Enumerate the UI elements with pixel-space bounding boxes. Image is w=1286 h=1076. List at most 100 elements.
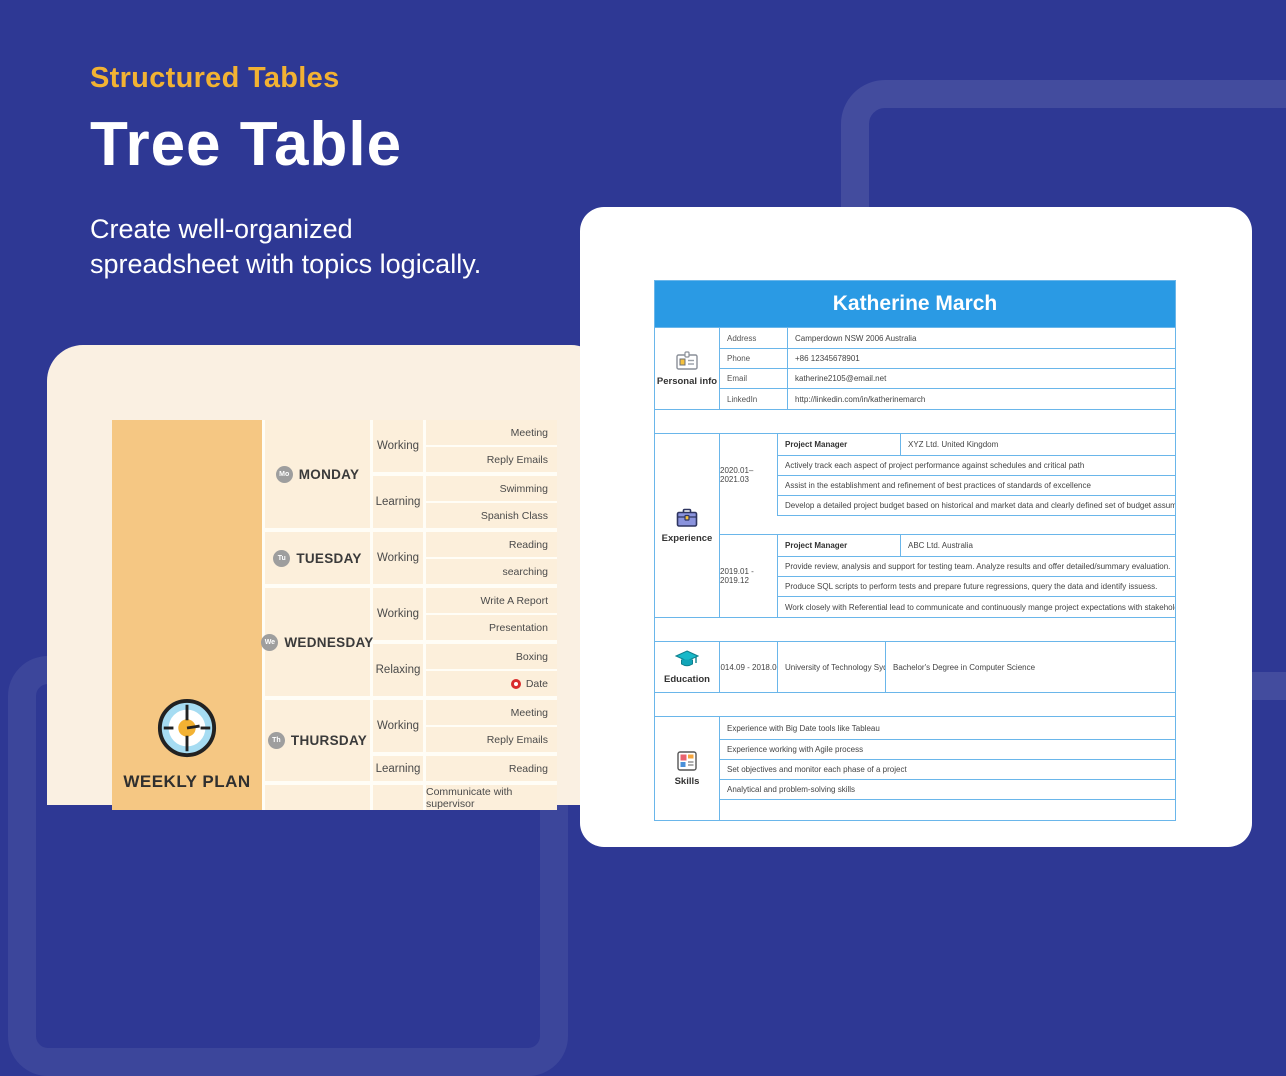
graduation-cap-icon [675, 649, 699, 669]
weekly-plan-card: WEEKLY PLAN Mo MONDAY Working Meeting Re… [47, 345, 607, 810]
day-badge-icon: Mo [275, 465, 293, 483]
task-cell: Write A Report [426, 588, 557, 613]
job-bullet-cell: Actively track each aspect of project pe… [785, 461, 1085, 470]
task-cell: Reply Emails [426, 727, 557, 752]
day-block-thursday: Th THURSDAY Working Meeting Reply Emails… [265, 700, 557, 781]
job-bullet-cell: Work closely with Referential lead to co… [785, 602, 1175, 612]
clock-icon [156, 697, 218, 759]
task-cell: searching [426, 559, 557, 584]
task-cell: Swimming [426, 476, 557, 501]
field-label-cell: Address [720, 328, 788, 348]
task-cell: Meeting [426, 420, 557, 445]
day-cell: Mo MONDAY [265, 420, 370, 528]
skills-grid-icon [677, 750, 697, 771]
section-label: Experience [661, 532, 713, 544]
job-company-cell: ABC Ltd. Australia [908, 541, 973, 550]
task-cell: Reply Emails [426, 447, 557, 472]
background: { "hero": { "eyebrow": "Structured Table… [8, 62, 1286, 1076]
education-school-cell: University of Technology Sydney [778, 642, 886, 692]
category-cell: Relaxing [373, 644, 423, 696]
job-period-cell: 2020.01– 2021.03 [720, 434, 778, 516]
experience-header-cell: Experience [655, 434, 720, 617]
hero: Structured Tables Tree Table Create well… [90, 62, 481, 282]
day-badge-icon: Tu [273, 549, 291, 567]
job-bullet-cell: Assist in the establishment and refineme… [785, 481, 1091, 490]
section-label: Education [664, 674, 710, 685]
education-degree-cell: Bachelor's Degree in Computer Science [893, 662, 1036, 672]
category-cell: Working [373, 420, 423, 472]
spacer-row [720, 516, 1175, 535]
task-cell: Communicate with supervisor [426, 785, 557, 810]
page-title: Tree Table [90, 110, 403, 179]
hero-subtitle-line: spreadsheet with topics logically. [90, 249, 482, 280]
job-block: 2020.01– 2021.03 Project Manager XYZ Ltd… [720, 434, 1175, 516]
category-cell: Learning [373, 756, 423, 781]
day-badge-icon: We [261, 633, 279, 651]
hero-subtitle-line: Create well-organized [90, 214, 353, 244]
field-value-cell: http://linkedin.com/in/katherinemarch [795, 394, 926, 404]
job-title-cell: Project Manager [778, 535, 901, 556]
job-company-cell: XYZ Ltd. United Kingdom [908, 440, 999, 449]
day-label: THURSDAY [290, 733, 368, 748]
day-block-partial: Communicate with supervisor [265, 785, 557, 810]
job-period-cell: 2019.01 - 2019.12 [720, 535, 778, 617]
day-label: WEDNESDAY [284, 634, 374, 650]
section-label: Personal info [656, 375, 718, 387]
weekly-plan-column: WEEKLY PLAN [112, 420, 262, 810]
day-cell: We WEDNESDAY [261, 588, 374, 696]
resume-card: Katherine March Personal info Addres [580, 207, 1252, 847]
job-bullet-cell: Produce SQL scripts to perform tests and… [785, 582, 1158, 591]
weekly-plan-table: WEEKLY PLAN Mo MONDAY Working Meeting Re… [112, 420, 557, 810]
job-title-cell: Project Manager [778, 434, 901, 455]
section-skills: Skills Experience with Big Date tools li… [655, 717, 1175, 820]
category-cell: Working [373, 700, 423, 752]
task-cell: Reading [426, 532, 557, 557]
spacer-row [655, 618, 1175, 642]
personal-info-header-cell: Personal info [655, 328, 720, 409]
task-cell: Reading [426, 756, 557, 781]
briefcase-icon [676, 508, 698, 528]
resume-name-header: Katherine March [655, 281, 1175, 328]
day-cell: Th THURSDAY [265, 700, 370, 781]
category-cell: Learning [373, 476, 423, 528]
category-cell [373, 785, 423, 810]
hero-eyebrow: Structured Tables [90, 62, 340, 94]
category-cell: Working [373, 532, 423, 584]
day-block-monday: Mo MONDAY Working Meeting Reply Emails L… [265, 420, 557, 528]
weekly-plan-title: WEEKLY PLAN [123, 772, 251, 791]
field-label-cell: LinkedIn [720, 389, 788, 409]
section-label: Skills [674, 775, 700, 787]
task-cell: Boxing [426, 644, 557, 669]
category-cell: Working [373, 588, 423, 640]
skill-item-cell: Analytical and problem-solving skills [727, 785, 856, 794]
field-label-cell: Email [720, 369, 788, 388]
field-value-cell: Camperdown NSW 2006 Australia [795, 333, 917, 343]
spacer-row [655, 410, 1175, 434]
day-block-tuesday: Tu TUESDAY Working Reading searching [265, 532, 557, 584]
day-cell: Tu TUESDAY [265, 532, 370, 584]
job-bullet-cell: Develop a detailed project budget based … [785, 501, 1175, 510]
field-label-cell: Phone [720, 349, 788, 368]
hero-subtitle: Create well-organized spreadsheet with t… [90, 212, 481, 282]
task-cell: Presentation [426, 615, 557, 640]
field-value-cell: +86 12345678901 [795, 354, 860, 363]
date-reminder-icon [510, 678, 521, 689]
skill-item-cell [720, 800, 1175, 820]
skill-item-cell: Set objectives and monitor each phase of… [727, 765, 907, 774]
day-block-wednesday: We WEDNESDAY Working Write A Report Pres… [261, 588, 557, 696]
weekly-days: Mo MONDAY Working Meeting Reply Emails L… [261, 420, 557, 810]
job-block: 2019.01 - 2019.12 Project Manager ABC Lt… [720, 535, 1175, 617]
day-badge-icon: Th [267, 732, 285, 749]
id-card-icon [676, 350, 698, 371]
task-cell: Meeting [426, 700, 557, 725]
task-cell: Date [426, 671, 557, 696]
skill-item-cell: Experience with Big Date tools like Tabl… [727, 723, 880, 733]
day-cell [265, 785, 370, 810]
day-label: TUESDAY [296, 550, 362, 566]
task-cell: Spanish Class [426, 503, 557, 528]
skill-item-cell: Experience working with Agile process [727, 745, 864, 754]
job-bullet-cell: Provide review, analysis and support for… [785, 562, 1171, 571]
section-education: Education 2014.09 - 2018.06 University o… [655, 642, 1175, 693]
task-label: Date [525, 677, 548, 690]
section-personal-info: Personal info Address Camperdown NSW 200… [655, 328, 1175, 410]
